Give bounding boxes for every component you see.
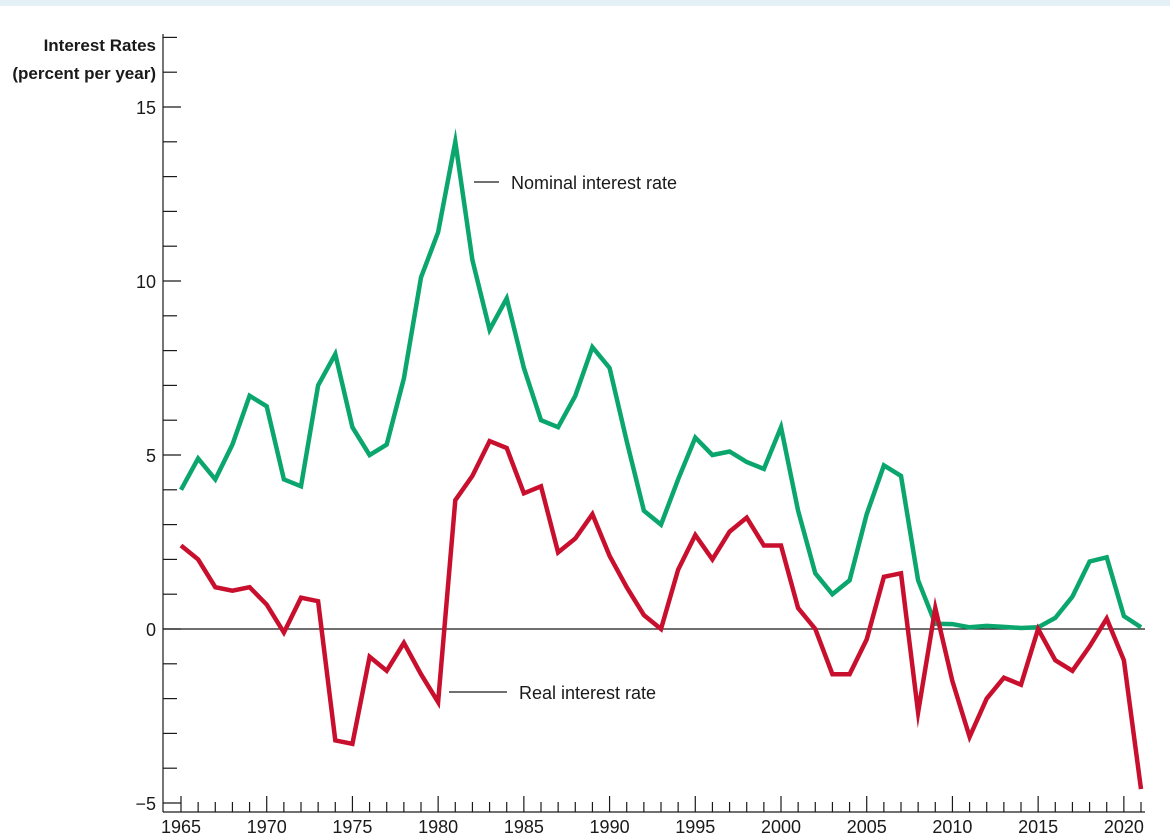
x-tick-label: 1975 (332, 817, 372, 837)
x-tick-label: 1990 (590, 817, 630, 837)
x-tick-label: 1995 (675, 817, 715, 837)
real-rate-label: Real interest rate (519, 683, 656, 703)
series-lines (179, 128, 1144, 790)
x-tick-label: 1985 (504, 817, 544, 837)
y-tick-label: 5 (146, 446, 156, 466)
x-tick-label: 1980 (418, 817, 458, 837)
y-axis-title: Interest Rates (percent per year) (12, 36, 156, 83)
x-tick-label: 1970 (247, 817, 287, 837)
top-band (0, 0, 1170, 6)
y-axis-title-line-1: Interest Rates (44, 36, 156, 55)
x-tick-label: 2005 (847, 817, 887, 837)
y-tick-label: 10 (136, 272, 156, 292)
annotations: Nominal interest rate Real interest rate (449, 173, 677, 703)
y-tick-label: 15 (136, 98, 156, 118)
y-tick-label: 0 (146, 620, 156, 640)
x-ticks: 1965 1970 1975 1980 1985 1990 1995 2000 2005 2010… (161, 796, 1144, 837)
axes-layer (162, 34, 1145, 813)
real-rate-line (179, 438, 1144, 790)
y-ticks: 15 10 5 0 −5 (135, 36, 181, 814)
nominal-rate-line (179, 128, 1143, 631)
x-tick-label: 1965 (161, 817, 201, 837)
y-tick-label: −5 (135, 794, 156, 814)
y-axis-title-line-2: (percent per year) (12, 64, 156, 83)
nominal-rate-label: Nominal interest rate (511, 173, 677, 193)
x-tick-label: 2020 (1104, 817, 1144, 837)
x-tick-label: 2010 (932, 817, 972, 837)
x-tick-label: 2015 (1018, 817, 1058, 837)
x-tick-label: 2000 (761, 817, 801, 837)
